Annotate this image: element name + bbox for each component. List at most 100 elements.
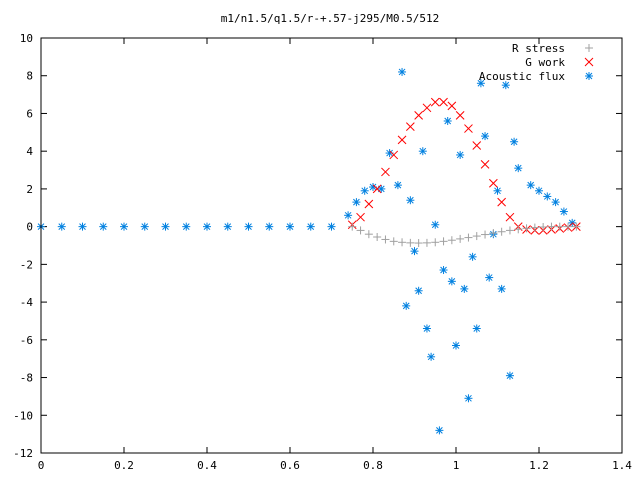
x-tick-label: 1.4: [612, 459, 632, 472]
acoustic-flux-point: [377, 184, 386, 193]
r-stress-point: [497, 227, 506, 236]
g-work-point: [372, 184, 382, 194]
acoustic-flux-point: [431, 220, 440, 229]
x-tick-label: 0.4: [197, 459, 217, 472]
g-work-point: [381, 167, 390, 177]
r-stress-point: [530, 223, 539, 232]
acoustic-flux-point: [306, 222, 315, 231]
x-tick-label: 0.2: [114, 459, 134, 472]
r-stress-point: [489, 229, 498, 238]
x-tick-label: 0.6: [280, 459, 300, 472]
acoustic-flux-point: [526, 181, 535, 190]
g-work-point: [472, 141, 482, 150]
acoustic-flux-point: [203, 222, 211, 231]
y-tick-label: 4: [26, 145, 33, 158]
acoustic-flux-point: [543, 192, 552, 201]
y-tick-label: 0: [26, 221, 33, 234]
acoustic-flux-point: [464, 394, 473, 403]
acoustic-flux-point: [510, 137, 519, 146]
acoustic-flux-point: [472, 324, 481, 333]
acoustic-flux-point: [551, 198, 560, 207]
g-work-point: [505, 212, 515, 222]
g-work-point: [422, 103, 432, 113]
x-tick-label: 1.2: [529, 459, 549, 472]
acoustic-flux-point: [360, 186, 369, 195]
g-work-point: [397, 135, 407, 145]
acoustic-flux-point: [485, 273, 494, 282]
r-stress-point: [373, 233, 382, 242]
acoustic-flux-point: [476, 79, 485, 88]
y-tick-label: 2: [26, 183, 33, 196]
acoustic-flux-point: [286, 222, 294, 231]
r-stress-point: [356, 226, 365, 235]
y-tick-label: 8: [26, 70, 33, 83]
legend-marker-r-stress: [585, 44, 593, 52]
acoustic-flux-point: [265, 222, 274, 231]
acoustic-flux-point: [443, 117, 452, 125]
g-work-point: [480, 160, 490, 169]
acoustic-flux-point: [393, 181, 402, 190]
g-work-point: [389, 150, 399, 160]
legend: R stress G work Acoustic flux: [479, 42, 594, 83]
r-stress-point: [564, 222, 573, 231]
y-tick-label: -6: [20, 334, 33, 347]
acoustic-flux-point: [398, 67, 407, 76]
r-stress-point: [547, 222, 556, 231]
acoustic-flux-point: [120, 222, 128, 231]
y-tick-label: -10: [13, 409, 33, 422]
acoustic-flux-point: [456, 150, 465, 159]
r-stress-point: [447, 236, 456, 245]
acoustic-flux-point: [402, 301, 411, 310]
r-stress-point: [539, 223, 548, 232]
acoustic-flux-point: [414, 286, 423, 295]
legend-label-r-stress: R stress: [512, 42, 565, 55]
acoustic-flux-point: [78, 222, 87, 231]
g-work-point: [414, 110, 424, 120]
r-stress-point: [456, 234, 465, 243]
r-stress-point: [472, 232, 481, 241]
acoustic-flux-point: [422, 324, 431, 333]
r-stress-point: [348, 222, 357, 231]
acoustic-flux-point: [427, 352, 436, 361]
g-work-point: [439, 97, 448, 107]
acoustic-flux-point: [514, 164, 523, 173]
g-work-point: [447, 101, 457, 111]
chart-title: m1/n1.5/q1.5/r-+.57-j295/M0.5/512: [221, 12, 440, 25]
y-tick-label: 6: [26, 107, 33, 120]
g-work-point: [430, 97, 440, 107]
acoustic-flux-point: [161, 222, 170, 231]
acoustic-flux-point: [99, 222, 108, 231]
y-tick-label: -2: [20, 258, 33, 271]
legend-marker-g-work: [584, 57, 594, 67]
g-work-point: [455, 110, 465, 120]
r-stress-point: [364, 230, 373, 239]
plot-area: [37, 67, 581, 435]
r-stress-point: [398, 238, 407, 247]
r-stress-point: [572, 222, 581, 231]
r-stress-point: [422, 238, 431, 247]
acoustic-flux-point: [505, 371, 514, 380]
acoustic-flux-point: [244, 222, 253, 231]
r-stress-point: [514, 225, 523, 234]
r-stress-point: [414, 239, 423, 248]
acoustic-flux-point: [418, 147, 427, 156]
legend-label-acoustic-flux: Acoustic flux: [479, 70, 565, 83]
g-work-point: [405, 122, 415, 132]
acoustic-flux-point: [352, 198, 361, 207]
acoustic-flux-point: [559, 207, 568, 216]
acoustic-flux-point: [385, 149, 394, 158]
legend-label-g-work: G work: [525, 56, 565, 69]
legend-marker-acoustic-flux: [585, 72, 593, 80]
g-work-point: [464, 124, 473, 133]
acoustic-flux-point: [140, 222, 149, 231]
acoustic-flux-point: [468, 252, 477, 261]
acoustic-flux-point: [223, 222, 232, 231]
acoustic-flux-point: [327, 222, 336, 231]
acoustic-flux-point: [57, 222, 66, 231]
y-tick-label: -8: [20, 372, 33, 385]
acoustic-flux-point: [497, 284, 506, 293]
plot-frame: [40, 37, 623, 454]
acoustic-flux-point: [447, 277, 456, 286]
g-work-point: [356, 212, 365, 222]
